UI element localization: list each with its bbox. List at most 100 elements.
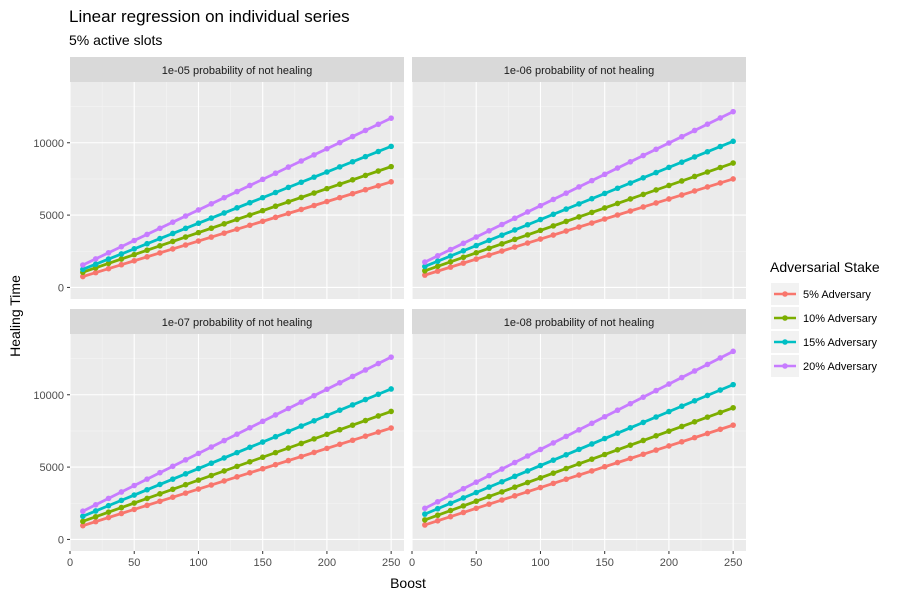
data-point [195, 477, 202, 483]
y-tick-label: 5000 [40, 210, 64, 222]
data-point [499, 232, 505, 238]
data-point [473, 242, 480, 249]
data-point [691, 154, 698, 160]
data-point [473, 250, 480, 256]
data-point [601, 463, 608, 470]
data-point [473, 505, 480, 512]
data-point [195, 207, 202, 213]
data-point [272, 214, 279, 221]
data-point [730, 422, 736, 428]
data-point [524, 240, 531, 246]
data-point [311, 152, 317, 158]
data-point [691, 434, 698, 441]
data-point [511, 459, 518, 466]
data-point [221, 210, 227, 216]
data-point [285, 457, 292, 464]
data-point [486, 245, 492, 252]
data-point [234, 474, 240, 480]
data-point [285, 184, 292, 191]
data-point [576, 446, 582, 453]
data-point [144, 254, 150, 260]
data-point [614, 447, 621, 453]
data-point [678, 374, 685, 381]
data-point [375, 413, 382, 419]
data-point [169, 238, 176, 245]
data-point [653, 169, 659, 176]
data-point [259, 454, 266, 461]
data-point [247, 212, 253, 218]
data-point [144, 240, 150, 247]
data-point [499, 241, 505, 247]
data-point [247, 182, 253, 189]
data-point [118, 243, 125, 250]
data-point [434, 263, 441, 270]
data-point [653, 433, 659, 439]
x-tick-label: 50 [128, 557, 140, 569]
data-point [259, 194, 266, 201]
data-point [324, 145, 330, 152]
data-point [247, 444, 253, 451]
data-point [336, 380, 343, 386]
data-point [704, 121, 711, 127]
data-point [131, 246, 138, 252]
data-point [499, 478, 505, 485]
data-point [422, 522, 428, 528]
y-tick-label: 10000 [33, 138, 64, 150]
data-point [524, 468, 531, 474]
legend-item: 20% Adversary [771, 355, 877, 377]
data-point [349, 402, 356, 408]
data-point [272, 189, 279, 196]
data-point [550, 196, 557, 203]
data-point [169, 246, 176, 252]
data-point [362, 417, 369, 424]
data-point [691, 173, 698, 180]
data-point [105, 249, 112, 256]
data-point [460, 254, 467, 261]
data-point [601, 451, 608, 458]
data-point [499, 248, 505, 254]
data-point [640, 152, 647, 159]
data-point [537, 202, 544, 209]
data-point [131, 506, 138, 513]
data-point [247, 458, 253, 465]
data-point [422, 272, 428, 278]
legend-label: 10% Adversary [803, 313, 877, 325]
data-point [285, 199, 292, 205]
panel-background [412, 334, 746, 551]
data-point [666, 164, 672, 171]
data-point [653, 414, 659, 420]
data-point [614, 407, 621, 414]
data-point [627, 196, 634, 202]
data-point [499, 489, 505, 495]
data-point [362, 186, 369, 193]
data-point [601, 413, 608, 420]
y-axis-title: Healing Time [7, 275, 23, 357]
data-point [704, 169, 711, 175]
data-point [537, 484, 544, 491]
data-point [259, 439, 266, 445]
data-point [349, 133, 356, 140]
data-point [118, 489, 125, 495]
data-point [324, 185, 330, 192]
data-point [247, 469, 253, 476]
data-point [362, 153, 369, 160]
data-point [169, 463, 176, 470]
data-point [131, 492, 138, 498]
data-point [259, 207, 266, 214]
y-tick-label: 10000 [33, 390, 64, 402]
data-point [80, 522, 86, 529]
data-point [524, 453, 531, 459]
data-point [182, 234, 189, 240]
data-point [499, 221, 505, 228]
data-point [118, 261, 125, 268]
data-point [460, 509, 467, 516]
data-point [208, 460, 215, 467]
data-point [259, 465, 266, 472]
data-point [653, 447, 659, 453]
x-tick-label: 250 [724, 557, 742, 569]
data-point [298, 179, 305, 186]
data-point [336, 164, 343, 170]
data-point [92, 261, 99, 268]
data-point [434, 518, 441, 524]
data-point [144, 247, 150, 254]
